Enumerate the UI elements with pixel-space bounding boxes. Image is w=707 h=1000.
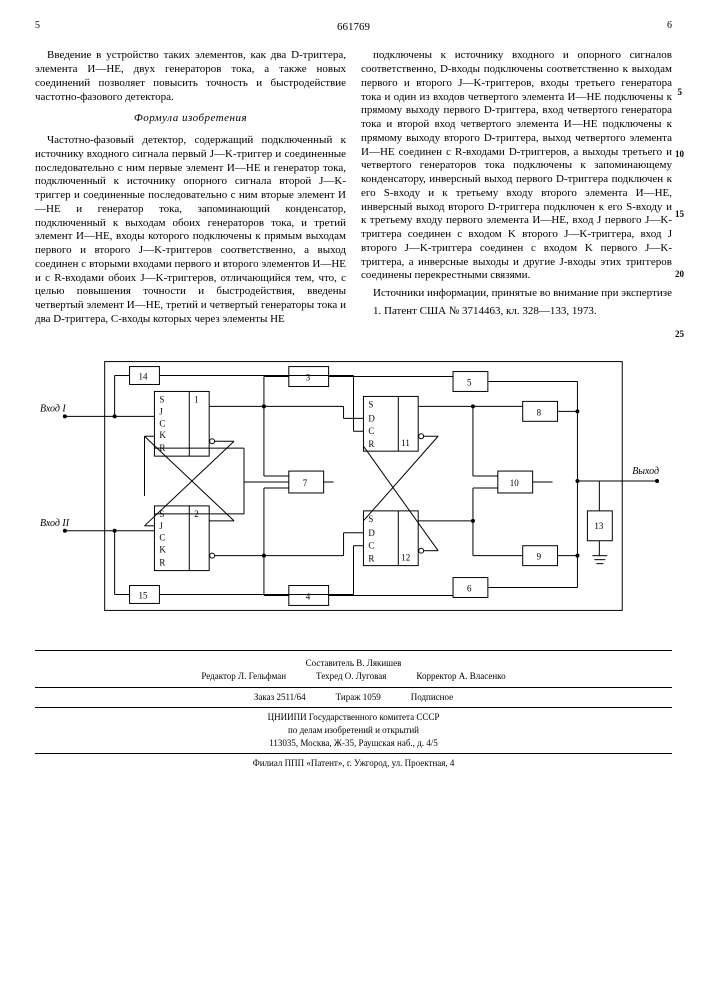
circuit-svg: Вход I Вход II 14 15 S J C K <box>35 346 672 626</box>
svg-text:K: K <box>159 430 166 440</box>
svg-text:S: S <box>368 513 373 523</box>
input1-label: Вход I <box>40 403 66 414</box>
svg-text:J: J <box>159 406 163 416</box>
svg-text:C: C <box>368 540 374 550</box>
footer: Составитель В. Лякишев Редактор Л. Гельф… <box>35 650 672 770</box>
compiler: Составитель В. Лякишев <box>35 658 672 670</box>
left-column: Введение в устройство таких элементов, к… <box>35 49 346 330</box>
blk10: 10 <box>510 478 519 488</box>
page-num-left: 5 <box>35 20 40 33</box>
blk9: 9 <box>537 551 542 561</box>
addr2: Филиал ППП «Патент», г. Ужгород, ул. Про… <box>35 758 672 770</box>
techred: Техред О. Луговая <box>316 671 386 683</box>
svg-text:S: S <box>368 399 373 409</box>
doc-number: 661769 <box>35 21 672 35</box>
subscription: Подписное <box>411 692 453 704</box>
editor: Редактор Л. Гельфман <box>201 671 286 683</box>
line-marker-5: 5 <box>678 87 683 98</box>
blk13: 13 <box>594 520 603 530</box>
order: Заказ 2511/64 <box>254 692 306 704</box>
blk4: 4 <box>306 591 311 601</box>
svg-text:C: C <box>368 426 374 436</box>
svg-text:1: 1 <box>194 394 198 404</box>
svg-text:K: K <box>159 544 166 554</box>
svg-text:J: J <box>159 520 163 530</box>
right-column: 5 10 15 20 25 подключены к источнику вхо… <box>361 49 672 330</box>
blk14: 14 <box>139 371 148 381</box>
output-label: Выход <box>632 466 659 477</box>
blk15: 15 <box>139 590 148 600</box>
line-marker-25: 25 <box>675 329 684 340</box>
intro-paragraph: Введение в устройство таких элементов, к… <box>35 49 346 104</box>
blk3: 3 <box>306 372 311 382</box>
text-columns: Введение в устройство таких элементов, к… <box>35 49 672 330</box>
svg-text:S: S <box>159 394 164 404</box>
blk5: 5 <box>467 377 472 387</box>
svg-text:R: R <box>368 553 374 563</box>
sources-title: Источники информации, принятые во вниман… <box>361 287 672 301</box>
corrector: Корректор А. Власенко <box>416 671 505 683</box>
org1: ЦНИИПИ Государственного комитета СССР <box>35 712 672 724</box>
svg-text:C: C <box>159 532 165 542</box>
blk12: 12 <box>401 552 410 562</box>
blk8: 8 <box>537 407 542 417</box>
line-marker-10: 10 <box>675 149 684 160</box>
org2: по делам изобретений и открытий <box>35 725 672 737</box>
circulation: Тираж 1059 <box>336 692 381 704</box>
addr1: 113035, Москва, Ж-35, Раушская наб., д. … <box>35 738 672 750</box>
input2-label: Вход II <box>40 517 70 528</box>
formula-body: Частотно-фазовый детектор, содержащий по… <box>35 134 346 327</box>
line-marker-15: 15 <box>675 209 684 220</box>
svg-text:R: R <box>159 557 165 567</box>
page-num-right: 6 <box>667 20 672 33</box>
right-body: подключены к источнику входного и опорно… <box>361 49 672 283</box>
source-1: 1. Патент США № 3714463, кл. 328—133, 19… <box>361 305 672 319</box>
circuit-diagram: Вход I Вход II 14 15 S J C K <box>35 346 672 631</box>
page-header: 5 6 661769 <box>35 20 672 34</box>
formula-title: Формула изобретения <box>35 112 346 126</box>
blk6: 6 <box>467 583 472 593</box>
blk11: 11 <box>401 438 410 448</box>
svg-text:D: D <box>368 413 375 423</box>
blk7: 7 <box>303 478 308 488</box>
line-marker-20: 20 <box>675 269 684 280</box>
svg-text:D: D <box>368 527 375 537</box>
svg-text:C: C <box>159 418 165 428</box>
